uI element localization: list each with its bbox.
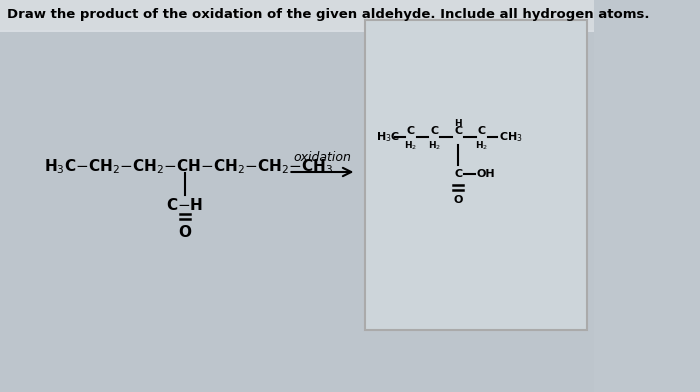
Text: C: C [430, 126, 438, 136]
Text: O: O [178, 225, 191, 240]
Text: OH: OH [477, 169, 496, 179]
Text: H$_3$C: H$_3$C [376, 130, 400, 144]
Text: O: O [454, 195, 463, 205]
Text: Draw the product of the oxidation of the given aldehyde. Include all hydrogen at: Draw the product of the oxidation of the… [7, 7, 650, 20]
Text: C: C [454, 126, 462, 136]
Text: C: C [478, 126, 486, 136]
Text: C$-$H: C$-$H [167, 197, 204, 213]
Text: H: H [454, 119, 462, 128]
Text: CH$_3$: CH$_3$ [499, 130, 523, 144]
Text: oxidation: oxidation [293, 151, 351, 164]
FancyBboxPatch shape [0, 0, 594, 32]
Text: H$_3$C$-$CH$_2$$-$CH$_2$$-$CH$-$CH$_2$$-$CH$_2$$-$CH$_3$: H$_3$C$-$CH$_2$$-$CH$_2$$-$CH$-$CH$_2$$-… [44, 158, 333, 176]
FancyBboxPatch shape [0, 0, 594, 30]
Text: H$_2$: H$_2$ [404, 139, 417, 151]
FancyBboxPatch shape [365, 20, 587, 330]
Text: C: C [454, 169, 462, 179]
Text: H$_2$: H$_2$ [428, 139, 441, 151]
Text: C: C [407, 126, 414, 136]
Text: H$_2$: H$_2$ [475, 139, 489, 151]
FancyBboxPatch shape [0, 0, 594, 392]
